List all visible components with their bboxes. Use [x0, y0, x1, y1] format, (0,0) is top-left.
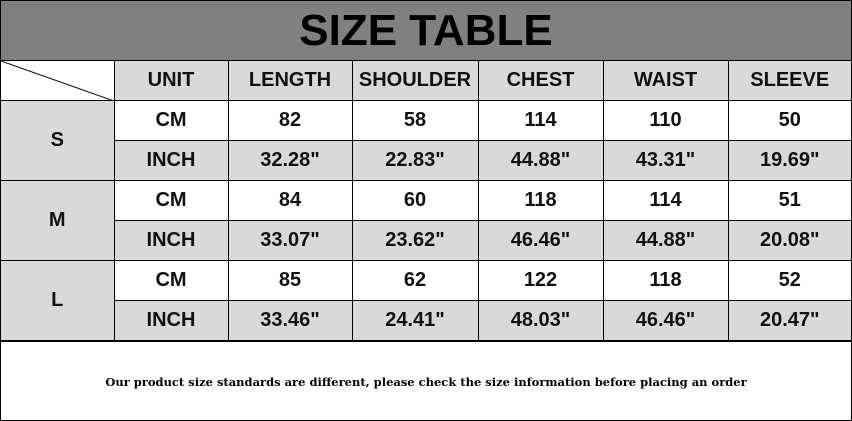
- table-row: M CM 84 60 118 114 51: [1, 180, 851, 261]
- size-label: M: [1, 180, 115, 261]
- value-cell: 44.88": [477, 140, 604, 181]
- table-row: INCH 33.07" 23.62" 46.46" 44.88" 20.08": [1, 220, 851, 261]
- value-cell: 19.69": [727, 140, 851, 181]
- column-header: SHOULDER: [351, 61, 479, 101]
- value-cell: 43.31": [602, 140, 729, 181]
- value-cell: 20.47": [727, 300, 851, 341]
- value-cell: 20.08": [727, 220, 851, 261]
- value-cell: 118: [477, 180, 604, 221]
- value-cell: 52: [727, 260, 851, 301]
- value-cell: 84: [227, 180, 353, 221]
- unit-cell: INCH: [114, 140, 229, 181]
- page-title: SIZE TABLE: [1, 1, 851, 61]
- unit-cell: INCH: [114, 220, 229, 261]
- size-table: UNIT LENGTH SHOULDER CHEST WAIST SLEEVE …: [1, 61, 851, 341]
- value-cell: 24.41": [351, 300, 479, 341]
- corner-cell: [1, 61, 115, 101]
- value-cell: 85: [227, 260, 353, 301]
- table-row: L CM 85 62 122 118 52: [1, 260, 851, 341]
- value-cell: 122: [477, 260, 604, 301]
- value-cell: 51: [727, 180, 851, 221]
- column-header: LENGTH: [227, 61, 353, 101]
- column-header: SLEEVE: [727, 61, 851, 101]
- value-cell: 62: [351, 260, 479, 301]
- value-cell: 82: [227, 100, 353, 141]
- value-cell: 58: [351, 100, 479, 141]
- value-cell: 50: [727, 100, 851, 141]
- unit-cell: CM: [113, 100, 229, 141]
- value-cell: 33.07": [227, 220, 353, 261]
- header-row: UNIT LENGTH SHOULDER CHEST WAIST SLEEVE: [1, 61, 851, 101]
- unit-cell: CM: [113, 260, 229, 301]
- value-cell: 22.83": [351, 140, 479, 181]
- table-row: INCH 32.28" 22.83" 44.88" 43.31" 19.69": [1, 140, 851, 181]
- value-cell: 44.88": [602, 220, 729, 261]
- unit-cell: INCH: [114, 300, 229, 341]
- value-cell: 46.46": [602, 300, 729, 341]
- unit-cell: CM: [113, 180, 229, 221]
- value-cell: 33.46": [227, 300, 353, 341]
- value-cell: 110: [602, 100, 729, 141]
- footer-note: Our product size standards are different…: [1, 341, 851, 421]
- value-cell: 118: [602, 260, 729, 301]
- diagonal-line: [1, 61, 114, 101]
- table-row: INCH 33.46" 24.41" 48.03" 46.46" 20.47": [1, 300, 851, 341]
- value-cell: 114: [477, 100, 604, 141]
- value-cell: 32.28": [227, 140, 353, 181]
- value-cell: 23.62": [351, 220, 479, 261]
- column-header: UNIT: [113, 61, 229, 101]
- value-cell: 114: [602, 180, 729, 221]
- value-cell: 48.03": [477, 300, 604, 341]
- size-label: S: [1, 100, 115, 181]
- column-header: CHEST: [477, 61, 604, 101]
- value-cell: 46.46": [477, 220, 604, 261]
- table-row: S CM 82 58 114 110 50: [1, 100, 851, 181]
- value-cell: 60: [351, 180, 479, 221]
- size-label: L: [1, 260, 115, 341]
- column-header: WAIST: [602, 61, 729, 101]
